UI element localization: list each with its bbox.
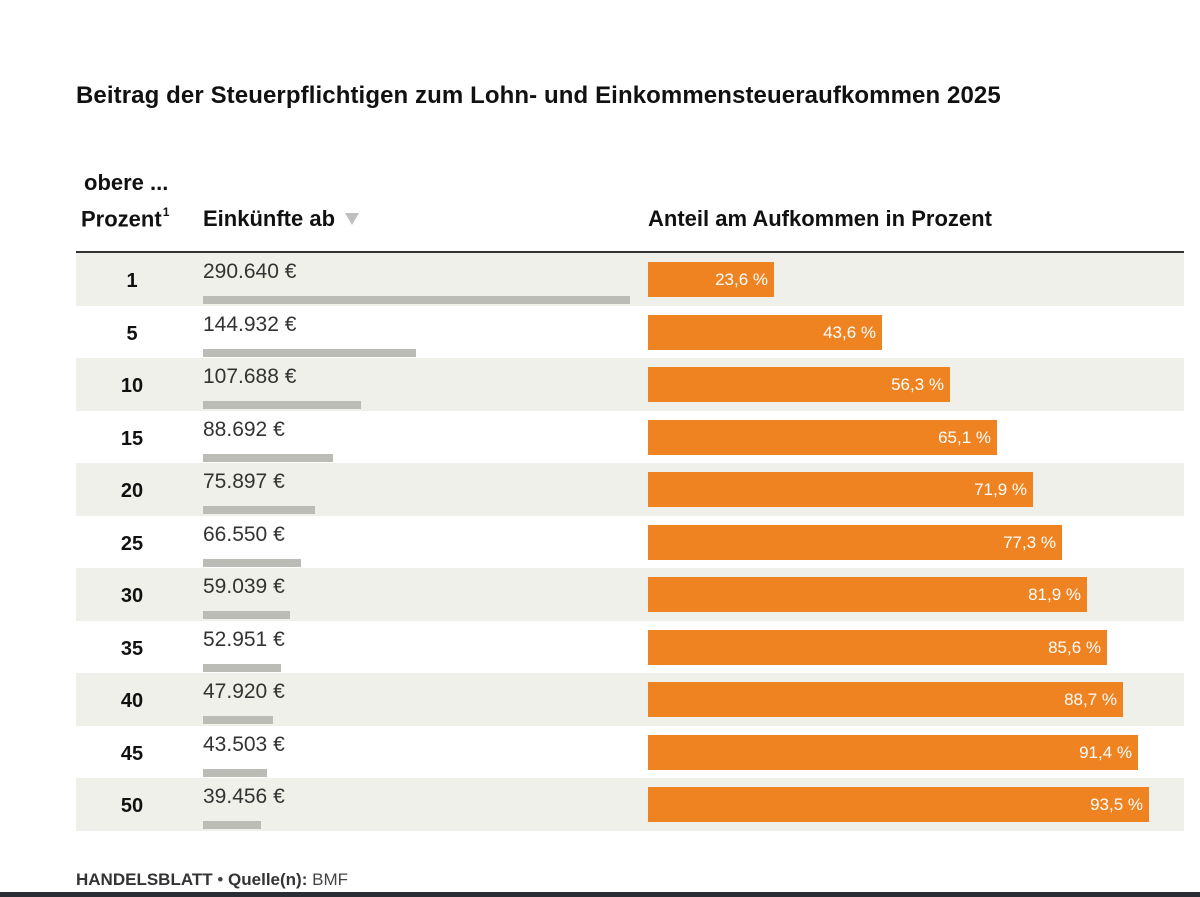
income-bar xyxy=(203,558,301,567)
income-bar xyxy=(203,296,630,304)
share-bar: 93,5 % xyxy=(648,787,1149,822)
table-row: 1 290.640 € 23,6 % xyxy=(76,253,1184,306)
chart-title: Beitrag der Steuerpflichtigen zum Lohn- … xyxy=(76,82,1001,109)
table-row: 45 43.503 € 91,4 % xyxy=(76,726,1184,779)
income-bar xyxy=(203,506,315,514)
share-bar: 71,9 % xyxy=(648,472,1033,507)
column-header-prozent: Prozent1 xyxy=(81,205,170,232)
share-bar: 81,9 % xyxy=(648,577,1087,612)
column-header-obere: obere ... xyxy=(84,170,169,195)
row-percentile: 10 xyxy=(120,375,144,397)
row-percentile: 5 xyxy=(126,322,138,345)
row-income-label: 107.688 € xyxy=(203,365,297,388)
income-bar xyxy=(203,768,267,777)
share-bar: 65,1 % xyxy=(648,419,997,455)
income-bar xyxy=(203,453,333,462)
row-income-label: 290.640 € xyxy=(203,260,297,283)
source-brand: HANDELSBLATT xyxy=(76,870,213,889)
table-row: 5 144.932 € 43,6 % xyxy=(76,306,1184,359)
income-bar xyxy=(203,716,273,724)
row-percentile: 40 xyxy=(120,690,144,712)
row-percentile: 15 xyxy=(120,427,144,450)
column-header-einkuenfte[interactable]: Einkünfte ab xyxy=(203,206,360,231)
income-bar xyxy=(203,821,261,829)
row-income-label: 47.920 € xyxy=(203,680,285,703)
share-bar: 56,3 % xyxy=(648,367,950,402)
share-bar-label: 85,6 % xyxy=(1048,637,1101,657)
table-row: 15 88.692 € 65,1 % xyxy=(76,411,1184,464)
header-rule xyxy=(76,251,1184,253)
row-percentile: 1 xyxy=(126,270,138,292)
table-row: 50 39.456 € 93,5 % xyxy=(76,778,1184,831)
window-bottom-strip xyxy=(0,892,1200,897)
column-header-einkuenfte-label: Einkünfte ab xyxy=(203,206,336,231)
table-row: 20 75.897 € 71,9 % xyxy=(76,463,1184,516)
table-row: 25 66.550 € 77,3 % xyxy=(76,516,1184,569)
share-bar: 88,7 % xyxy=(648,682,1123,717)
source-label: Quelle(n): xyxy=(228,870,308,889)
share-bar-label: 91,4 % xyxy=(1079,742,1132,762)
share-bar-label: 71,9 % xyxy=(974,480,1027,499)
row-income-label: 59.039 € xyxy=(203,575,285,598)
source-separator: • xyxy=(217,870,224,889)
source-value: BMF xyxy=(312,870,349,889)
row-percentile: 50 xyxy=(120,795,144,817)
share-bar-label: 56,3 % xyxy=(891,375,944,394)
table-row: 30 59.039 € 81,9 % xyxy=(76,568,1184,621)
row-income-label: 52.951 € xyxy=(203,627,285,651)
share-bar: 43,6 % xyxy=(648,314,882,350)
row-percentile: 35 xyxy=(120,637,144,660)
table-body: 1 290.640 € 23,6 % 5 144.932 € 43,6 % 10 107.68… xyxy=(76,253,1184,831)
row-income-label: 39.456 € xyxy=(203,785,285,808)
source-line: HANDELSBLATT • Quelle(n): BMF xyxy=(76,870,348,890)
share-bar-label: 88,7 % xyxy=(1064,690,1117,709)
row-income-label: 43.503 € xyxy=(203,732,285,756)
column-header-anteil: Anteil am Aufkommen in Prozent xyxy=(648,206,992,231)
row-income-label: 75.897 € xyxy=(203,470,285,493)
share-bar-label: 81,9 % xyxy=(1028,585,1081,604)
row-percentile: 20 xyxy=(120,480,144,502)
share-bar-label: 65,1 % xyxy=(938,427,991,447)
table-row: 35 52.951 € 85,6 % xyxy=(76,621,1184,674)
share-bar-label: 23,6 % xyxy=(715,270,768,289)
income-bar xyxy=(203,663,281,672)
row-income-label: 66.550 € xyxy=(203,522,285,546)
table-row: 10 107.688 € 56,3 % xyxy=(76,358,1184,411)
row-percentile: 30 xyxy=(120,585,144,607)
share-bar-label: 77,3 % xyxy=(1003,532,1056,552)
share-bar-label: 93,5 % xyxy=(1090,795,1143,814)
income-bar xyxy=(203,348,416,357)
share-bar-label: 43,6 % xyxy=(823,322,876,342)
column-header-prozent-label: Prozent xyxy=(81,206,162,232)
row-percentile: 25 xyxy=(120,532,144,555)
share-bar: 77,3 % xyxy=(648,524,1062,560)
row-percentile: 45 xyxy=(120,742,144,765)
share-bar: 23,6 % xyxy=(648,262,774,297)
sort-descending-icon[interactable] xyxy=(345,213,360,226)
share-bar: 85,6 % xyxy=(648,629,1107,665)
row-income-label: 88.692 € xyxy=(203,417,285,441)
table-row: 40 47.920 € 88,7 % xyxy=(76,673,1184,726)
footnote-mark: 1 xyxy=(162,205,170,219)
row-income-label: 144.932 € xyxy=(203,312,297,336)
income-bar xyxy=(203,401,361,409)
share-bar: 91,4 % xyxy=(648,734,1138,770)
income-bar xyxy=(203,611,290,619)
